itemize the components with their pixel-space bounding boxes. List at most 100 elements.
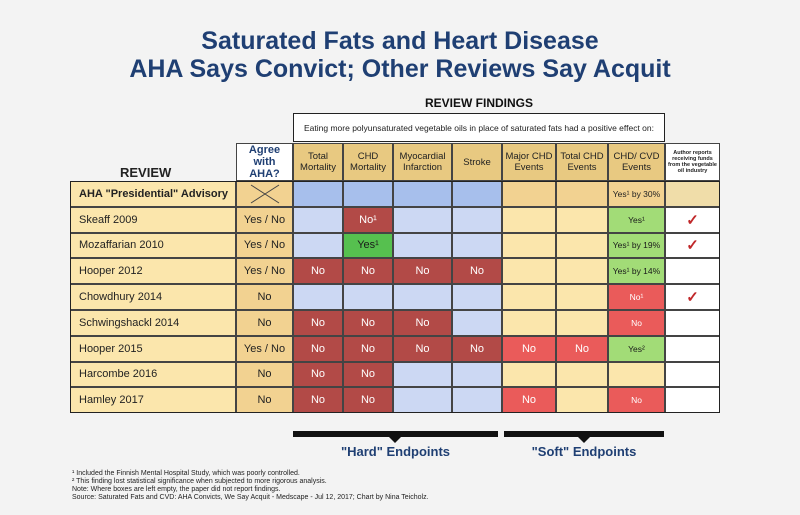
review-name: Chowdhury 2014: [70, 284, 236, 310]
column-header-chd-cvd: CHD/ CVD Events: [608, 143, 665, 181]
review-name: AHA "Presidential" Advisory: [70, 181, 236, 207]
table-cell-mi: No: [393, 310, 452, 336]
column-header-major-chd: Major CHD Events: [502, 143, 556, 181]
table-cell-total-chd: [556, 258, 608, 285]
table-cell-chd-mortality: No: [343, 387, 393, 414]
table-cell-mi: [393, 206, 452, 233]
table-cell-funding: ✓: [665, 284, 720, 310]
review-name: Skeaff 2009: [70, 206, 236, 233]
table-cell-total-mortality: [293, 181, 343, 207]
table-cell-agree: Yes / No: [236, 232, 293, 259]
column-header-total-mortality: Total Mortality: [293, 143, 343, 181]
table-cell-chd-cvd: Yes¹ by 19%: [608, 232, 665, 259]
table-cell-chd-cvd: Yes¹ by 14%: [608, 258, 665, 285]
table-cell-funding: [665, 181, 720, 207]
table-cell-agree: No: [236, 387, 293, 414]
table-cell-funding: [665, 361, 720, 388]
table-cell-funding: ✓: [665, 232, 720, 259]
table-cell-funding: [665, 387, 720, 414]
review-name: Mozaffarian 2010: [70, 232, 236, 259]
table-cell-chd-mortality: [343, 181, 393, 207]
table-cell-stroke: [452, 284, 502, 310]
soft-endpoints-bar: [504, 431, 664, 437]
column-header-funding: Author reports receiving funds from the …: [665, 143, 720, 181]
table-cell-major-chd: No: [502, 387, 556, 414]
table-cell-total-mortality: [293, 284, 343, 310]
table-cell-chd-mortality: No: [343, 335, 393, 362]
review-column-label: REVIEW: [120, 165, 172, 180]
table-cell-stroke: No: [452, 335, 502, 362]
table-cell-mi: [393, 387, 452, 414]
hard-endpoints-label: "Hard" Endpoints: [340, 444, 451, 459]
table-cell-mi: [393, 232, 452, 259]
table-cell-agree: Yes / No: [236, 258, 293, 285]
table-cell-major-chd: [502, 181, 556, 207]
soft-endpoints-arrow: [578, 437, 590, 443]
table-cell-total-mortality: [293, 232, 343, 259]
table-cell-stroke: [452, 232, 502, 259]
findings-note: Eating more polyunsaturated vegetable oi…: [293, 113, 665, 142]
table-cell-chd-mortality: No: [343, 258, 393, 285]
table-cell-total-mortality: No: [293, 387, 343, 414]
review-name: Hooper 2012: [70, 258, 236, 285]
table-cell-total-mortality: No: [293, 258, 343, 285]
table-cell-funding: [665, 258, 720, 285]
review-name: Schwingshackl 2014: [70, 310, 236, 336]
table-cell-major-chd: [502, 361, 556, 388]
table-cell-total-mortality: No: [293, 310, 343, 336]
table-cell-chd-cvd: [608, 361, 665, 388]
table-cell-major-chd: [502, 258, 556, 285]
table-cell-agree: Yes / No: [236, 206, 293, 233]
table-cell-mi: [393, 361, 452, 388]
table-cell-total-chd: [556, 361, 608, 388]
table-cell-stroke: [452, 361, 502, 388]
footnote-2: ² This finding lost statistical signific…: [72, 478, 327, 485]
soft-endpoints-label: "Soft" Endpoints: [531, 444, 637, 459]
table-cell-total-chd: [556, 310, 608, 336]
table-cell-major-chd: [502, 206, 556, 233]
table-cell-chd-mortality: No¹: [343, 206, 393, 233]
table-cell-mi: [393, 284, 452, 310]
table-cell-total-chd: [556, 284, 608, 310]
hard-endpoints-arrow: [389, 437, 401, 443]
table-cell-chd-mortality: No: [343, 310, 393, 336]
table-cell-total-mortality: No: [293, 361, 343, 388]
table-cell-stroke: [452, 310, 502, 336]
table-cell-stroke: No: [452, 258, 502, 285]
review-findings-label: REVIEW FINDINGS: [424, 96, 533, 110]
column-header-mi: Myocardial Infarction: [393, 143, 452, 181]
page-title: Saturated Fats and Heart Disease: [201, 27, 599, 55]
table-cell-chd-cvd: Yes¹: [608, 206, 665, 233]
table-cell-stroke: [452, 387, 502, 414]
review-name: Harcombe 2016: [70, 361, 236, 388]
table-cell-funding: ✓: [665, 206, 720, 233]
table-cell-total-mortality: No: [293, 335, 343, 362]
page-subtitle: AHA Says Convict; Other Reviews Say Acqu…: [129, 55, 671, 83]
table-cell-chd-cvd: No: [608, 387, 665, 414]
cross-out-icon: [250, 184, 279, 204]
checkmark-icon: ✓: [686, 211, 699, 229]
table-cell-stroke: [452, 206, 502, 233]
table-cell-total-chd: [556, 181, 608, 207]
table-cell-funding: [665, 335, 720, 362]
table-cell-funding: [665, 310, 720, 336]
table-cell-total-chd: [556, 232, 608, 259]
footnote-source: Source: Saturated Fats and CVD: AHA Conv…: [72, 494, 429, 501]
table-cell-major-chd: [502, 310, 556, 336]
table-cell-chd-cvd: No: [608, 310, 665, 336]
table-cell-chd-cvd: No¹: [608, 284, 665, 310]
table-cell-agree: [236, 181, 293, 207]
review-name: Hamley 2017: [70, 387, 236, 414]
table-cell-agree: No: [236, 284, 293, 310]
footnote-note: Note: Where boxes are left empty, the pa…: [72, 486, 281, 493]
table-cell-chd-mortality: [343, 284, 393, 310]
table-cell-chd-cvd: Yes²: [608, 335, 665, 362]
checkmark-icon: ✓: [686, 237, 699, 255]
table-cell-total-chd: No: [556, 335, 608, 362]
hard-endpoints-bar: [293, 431, 498, 437]
table-cell-chd-mortality: No: [343, 361, 393, 388]
table-cell-major-chd: No: [502, 335, 556, 362]
table-cell-agree: No: [236, 361, 293, 388]
table-cell-major-chd: [502, 232, 556, 259]
table-cell-agree: No: [236, 310, 293, 336]
